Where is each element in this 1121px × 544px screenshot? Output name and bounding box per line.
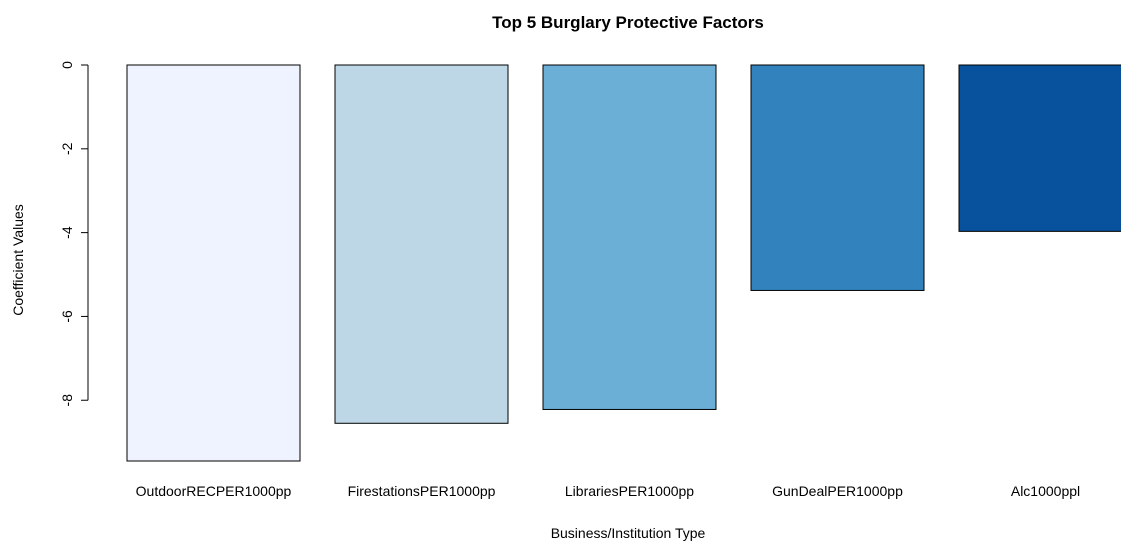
category-labels: OutdoorRECPER1000pp FirestationsPER1000pp… [136,483,1080,499]
x-tick-label: OutdoorRECPER1000pp [136,483,292,499]
y-tick-label: -2 [59,142,75,155]
y-tick-label: -6 [59,310,75,323]
bars [126,64,1121,462]
y-axis: 0 -2 -4 -6 -8 [59,61,89,407]
bar [542,64,717,410]
y-axis-label: Coefficient Values [10,204,26,316]
bar [126,64,301,462]
chart-title: Top 5 Burglary Protective Factors [492,13,764,32]
bar [334,64,509,424]
bar [958,64,1121,232]
y-tick-label: -8 [59,394,75,407]
bar [750,64,925,291]
x-axis-label: Business/Institution Type [551,525,706,541]
x-tick-label: FirestationsPER1000pp [348,483,496,499]
x-tick-label: Alc1000ppl [1011,483,1080,499]
y-tick-label: 0 [59,61,75,69]
x-tick-label: LibrariesPER1000pp [565,483,694,499]
x-tick-label: GunDealPER1000pp [772,483,903,499]
y-tick-label: -4 [59,226,75,239]
